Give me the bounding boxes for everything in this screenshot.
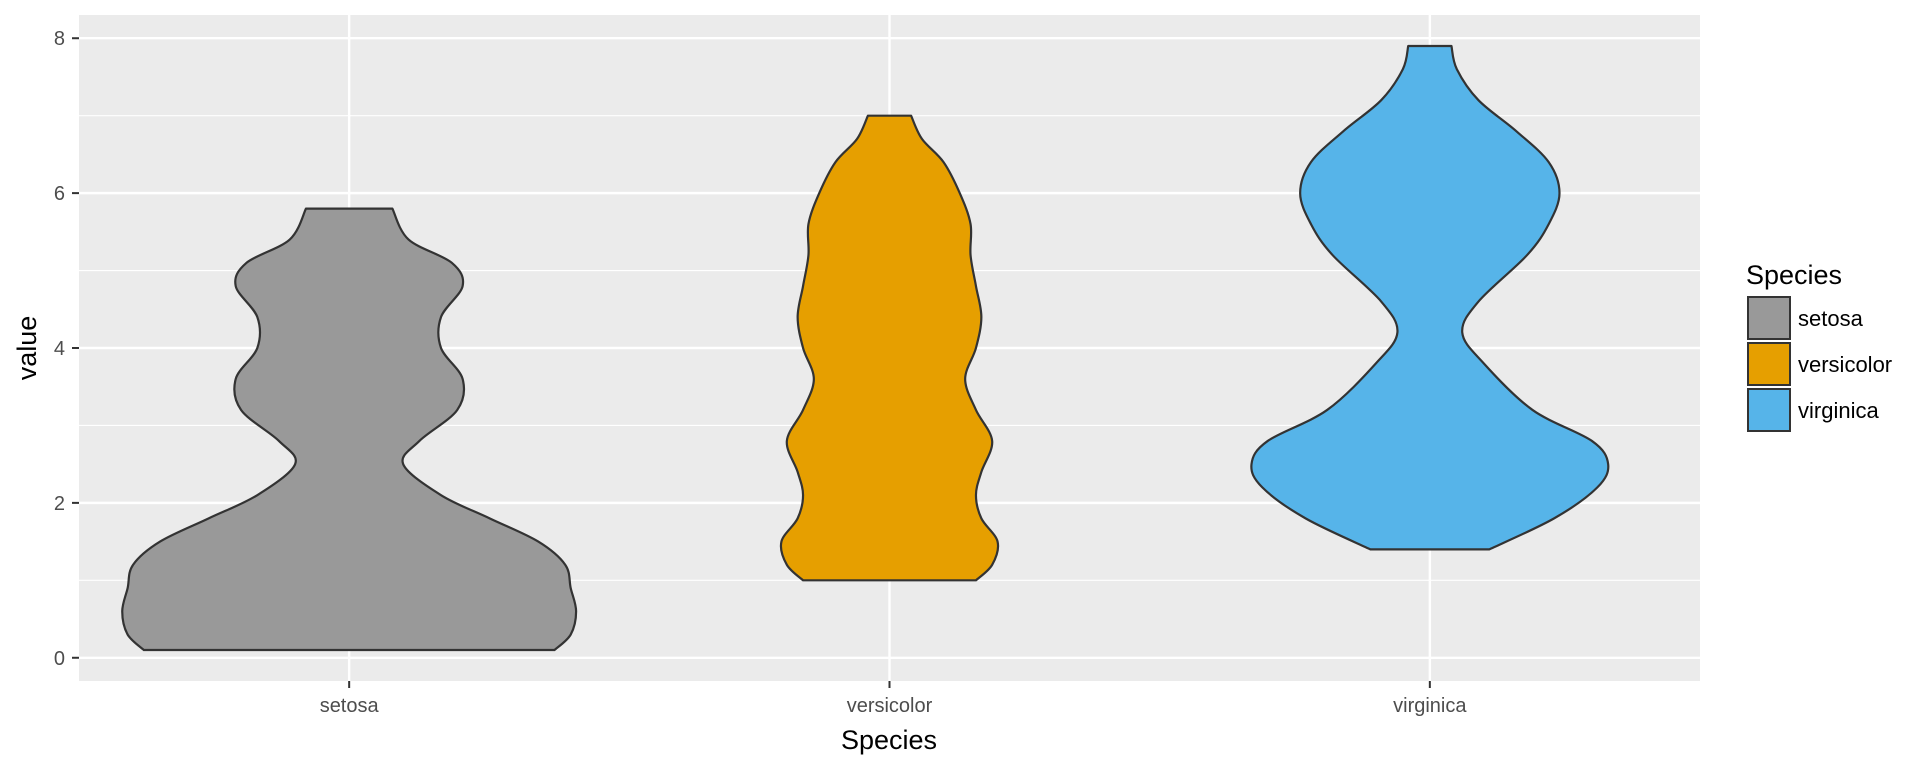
legend-key-versicolor [1747,342,1791,386]
violin-virginica [1250,44,1610,551]
y-tick-label: 4 [54,338,65,360]
y-axis-title: value [12,316,42,381]
y-tick-label: 8 [54,28,65,50]
y-tick-label: 2 [54,493,65,515]
x-tick-label: setosa [320,695,380,717]
legend-key-virginica [1747,388,1791,432]
y-tick-label: 6 [54,183,65,205]
legend-label-setosa: setosa [1798,306,1864,331]
violin-versicolor [779,114,1000,582]
legend-title: Species [1746,260,1842,290]
legend-key-setosa [1747,296,1791,340]
legend-label-virginica: virginica [1798,398,1879,423]
x-axis: setosa versicolor virginica [320,681,1467,717]
x-tick-label: virginica [1393,695,1467,717]
violins [121,44,1610,652]
legend: Species setosa versicolor virginica [1746,260,1892,432]
y-axis: 0 2 4 6 8 [54,28,79,670]
legend-label-versicolor: versicolor [1798,352,1892,377]
x-axis-title: Species [841,725,937,755]
violin-setosa [121,207,578,652]
y-tick-label: 0 [54,648,65,670]
x-tick-label: versicolor [847,695,933,717]
